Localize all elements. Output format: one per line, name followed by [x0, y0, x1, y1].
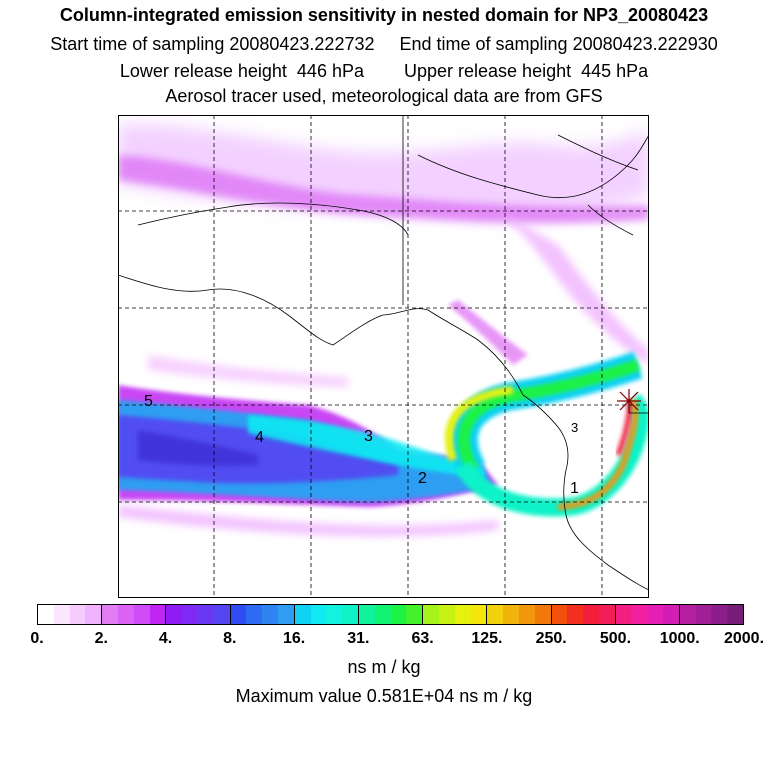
colorbar-swatch	[503, 605, 519, 624]
colorbar-tick-label: 4.	[158, 630, 173, 647]
release-label-4: 4	[255, 429, 264, 446]
colorbar-segment	[422, 605, 487, 624]
colorbar-swatch	[390, 605, 407, 624]
colorbar-swatch	[262, 605, 278, 624]
sensitivity-map: 1 2 3 4 5 3	[118, 115, 649, 598]
colorbar-segment	[101, 605, 166, 624]
colorbar-tick-label: 1000.	[659, 630, 700, 647]
colorbar-tick-label: 16.	[282, 630, 306, 647]
colorbar-swatch	[310, 605, 327, 624]
colorbar-tick-label: 2000.	[723, 630, 765, 647]
coastlines	[118, 115, 649, 591]
colorbar-swatch	[133, 605, 150, 624]
map-grid	[118, 115, 649, 598]
colorbar-swatch	[695, 605, 712, 624]
release-label-5: 5	[144, 393, 153, 410]
colorbar-swatch	[647, 605, 664, 624]
colorbar-tick-label: 63.	[411, 630, 434, 647]
colorbar-swatch	[342, 605, 358, 624]
colorbar-swatch	[294, 605, 311, 624]
colorbar-segment	[678, 605, 744, 624]
main-plume	[118, 385, 498, 507]
colorbar-swatch	[598, 605, 615, 624]
colorbar-swatch	[679, 605, 696, 624]
colorbar-swatch	[230, 605, 247, 624]
colorbar-swatch	[615, 605, 632, 624]
colorbar-swatch	[182, 605, 198, 624]
colorbar-swatch	[423, 605, 439, 624]
colorbar-tick-label: 250.	[535, 630, 567, 647]
colorbar-segment	[293, 605, 358, 624]
release-label-1: 1	[570, 480, 579, 497]
colorbar-swatch	[663, 605, 679, 624]
colorbar-segment	[486, 605, 551, 624]
colorbar-swatch	[631, 605, 648, 624]
colorbar-segment	[165, 605, 230, 624]
sampling-time-line: Start time of sampling 20080423.222732 E…	[50, 34, 718, 54]
colorbar-swatch	[85, 605, 102, 624]
colorbar-swatch	[213, 605, 230, 624]
release-label-extra: 3	[571, 420, 578, 435]
plot-title: Column-integrated emission sensitivity i…	[59, 5, 709, 25]
colorbar-ticks: 0. 2. 4. 8. 16. 31. 63. 125. 250. 500. 1000. 2000.	[0, 630, 768, 650]
colorbar-swatch	[358, 605, 375, 624]
colorbar-segment	[614, 605, 679, 624]
colorbar-swatch	[149, 605, 166, 624]
colorbar-swatch	[406, 605, 423, 624]
colorbar-segment	[229, 605, 294, 624]
colorbar-swatch	[567, 605, 584, 624]
colorbar-swatch	[583, 605, 599, 624]
plume-loop	[445, 351, 649, 517]
colorbar-swatch	[246, 605, 263, 624]
colorbar-swatch	[53, 605, 70, 624]
release-label-3: 3	[364, 428, 373, 445]
colorbar-tick-label: 500.	[599, 630, 632, 647]
colorbar-swatch	[727, 605, 744, 624]
colorbar-tick-label: 8.	[223, 630, 237, 647]
northern-plume	[118, 124, 649, 537]
colorbar-swatch	[551, 605, 568, 624]
colorbar	[37, 604, 744, 625]
colorbar-tick-label: 31.	[347, 630, 370, 647]
colorbar-swatch	[518, 605, 535, 624]
colorbar-segment	[357, 605, 423, 624]
colorbar-swatch	[166, 605, 183, 624]
colorbar-tick-label: 125.	[471, 630, 503, 647]
colorbar-swatch	[487, 605, 504, 624]
colorbar-segment	[550, 605, 615, 624]
colorbar-swatch	[438, 605, 455, 624]
colorbar-swatch	[534, 605, 551, 624]
tracer-info-line: Aerosol tracer used, meteorological data…	[165, 86, 603, 106]
max-value-label: Maximum value 0.581E+04 ns m / kg	[235, 686, 533, 706]
colorbar-swatch	[38, 605, 54, 624]
release-height-line: Lower release height 446 hPa Upper relea…	[119, 61, 649, 81]
colorbar-swatch	[197, 605, 214, 624]
colorbar-segment	[38, 605, 102, 624]
colorbar-swatch	[374, 605, 391, 624]
colorbar-tick-label: 0.	[30, 630, 44, 647]
colorbar-swatch	[711, 605, 728, 624]
colorbar-swatch	[277, 605, 294, 624]
colorbar-swatch	[454, 605, 471, 624]
colorbar-tick-label: 2.	[94, 630, 108, 647]
colorbar-swatch	[102, 605, 118, 624]
release-labels: 1 2 3 4 5 3	[144, 393, 579, 497]
star-icon	[617, 389, 641, 413]
colorbar-unit: ns m / kg	[347, 657, 421, 677]
release-label-2: 2	[418, 470, 427, 487]
colorbar-swatch	[326, 605, 343, 624]
colorbar-swatch	[117, 605, 134, 624]
colorbar-swatch	[69, 605, 86, 624]
colorbar-swatch	[470, 605, 487, 624]
